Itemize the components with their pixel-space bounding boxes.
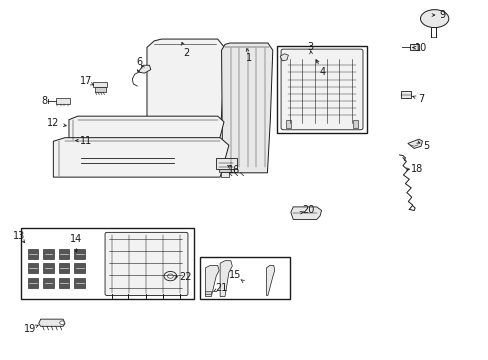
Polygon shape — [27, 263, 38, 273]
Text: 21: 21 — [214, 283, 227, 293]
Ellipse shape — [420, 10, 448, 28]
Bar — [95, 87, 105, 92]
Polygon shape — [266, 265, 274, 296]
Polygon shape — [43, 263, 54, 273]
Polygon shape — [27, 278, 38, 288]
Text: 5: 5 — [422, 141, 428, 151]
Polygon shape — [176, 164, 185, 169]
Text: 12: 12 — [47, 118, 60, 128]
Bar — [218, 168, 234, 172]
Text: 15: 15 — [228, 270, 241, 280]
Text: 19: 19 — [24, 324, 36, 334]
Polygon shape — [221, 43, 272, 173]
Polygon shape — [204, 291, 211, 294]
Text: 10: 10 — [414, 43, 426, 53]
Text: 14: 14 — [70, 234, 82, 244]
Polygon shape — [59, 278, 69, 288]
Text: 13: 13 — [13, 231, 25, 240]
Polygon shape — [74, 263, 85, 273]
Circle shape — [163, 271, 176, 281]
Text: 7: 7 — [417, 94, 423, 104]
Polygon shape — [59, 249, 69, 259]
Bar — [352, 120, 357, 128]
Bar — [199, 257, 289, 299]
Bar — [285, 120, 290, 128]
Text: 17: 17 — [80, 76, 92, 86]
Polygon shape — [53, 138, 228, 177]
Polygon shape — [205, 265, 219, 297]
Text: 20: 20 — [302, 206, 314, 216]
Bar — [277, 45, 366, 134]
Text: 2: 2 — [183, 48, 189, 58]
Text: 18: 18 — [410, 164, 423, 174]
Polygon shape — [220, 261, 232, 297]
Polygon shape — [137, 65, 151, 73]
Polygon shape — [69, 116, 224, 140]
Text: 1: 1 — [246, 53, 252, 63]
Polygon shape — [147, 39, 224, 164]
Bar — [400, 91, 410, 98]
Polygon shape — [74, 249, 85, 259]
Bar — [21, 228, 194, 299]
FancyBboxPatch shape — [105, 232, 187, 296]
Text: 3: 3 — [306, 42, 313, 52]
Bar — [216, 158, 236, 169]
Polygon shape — [27, 249, 38, 259]
Polygon shape — [280, 54, 288, 61]
Text: 4: 4 — [319, 67, 325, 77]
Text: 9: 9 — [438, 10, 444, 20]
Bar — [93, 82, 107, 87]
Polygon shape — [59, 263, 69, 273]
Polygon shape — [39, 319, 65, 326]
Bar — [56, 98, 70, 104]
Text: 11: 11 — [80, 136, 92, 145]
Text: 8: 8 — [41, 96, 47, 106]
Polygon shape — [290, 207, 321, 220]
Text: 22: 22 — [179, 272, 191, 282]
Polygon shape — [74, 278, 85, 288]
Polygon shape — [407, 139, 422, 148]
Polygon shape — [221, 172, 228, 177]
Bar — [409, 44, 418, 50]
Text: 16: 16 — [227, 165, 240, 175]
FancyBboxPatch shape — [281, 49, 362, 130]
Circle shape — [60, 321, 64, 324]
Polygon shape — [43, 278, 54, 288]
Text: 6: 6 — [136, 57, 142, 67]
Polygon shape — [43, 249, 54, 259]
